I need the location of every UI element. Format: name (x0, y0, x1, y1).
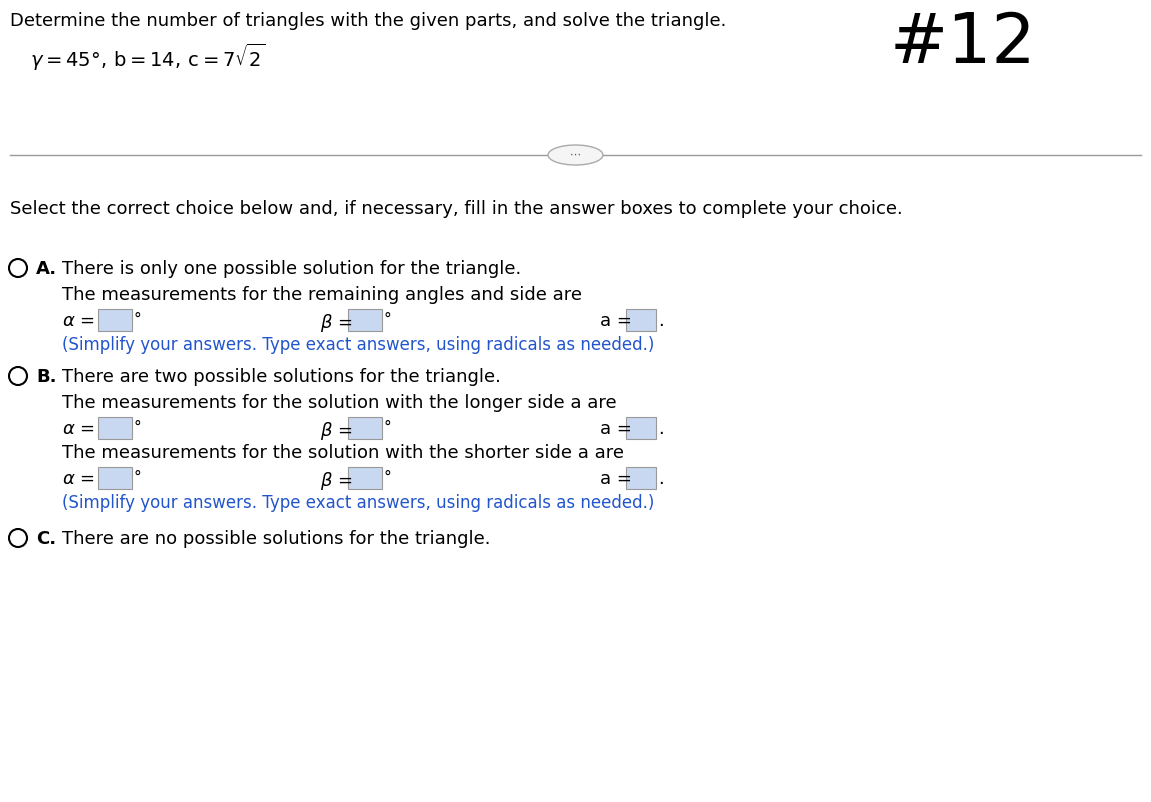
Text: °: ° (134, 420, 142, 435)
Text: .: . (658, 470, 664, 488)
FancyBboxPatch shape (98, 417, 132, 439)
Text: °: ° (384, 470, 391, 485)
Text: °: ° (134, 312, 142, 327)
Text: The measurements for the solution with the longer side a are: The measurements for the solution with t… (62, 394, 617, 412)
Text: Determine the number of triangles with the given parts, and solve the triangle.: Determine the number of triangles with t… (10, 12, 726, 30)
Text: a =: a = (600, 420, 632, 438)
Text: .: . (658, 420, 664, 438)
Text: °: ° (384, 420, 391, 435)
FancyBboxPatch shape (626, 417, 656, 439)
Text: a =: a = (600, 312, 632, 330)
Text: Select the correct choice below and, if necessary, fill in the answer boxes to c: Select the correct choice below and, if … (10, 200, 902, 218)
Text: °: ° (134, 470, 142, 485)
FancyBboxPatch shape (348, 467, 382, 489)
Ellipse shape (548, 145, 603, 165)
Text: (Simplify your answers. Type exact answers, using radicals as needed.): (Simplify your answers. Type exact answe… (62, 494, 655, 512)
Text: The measurements for the solution with the shorter side a are: The measurements for the solution with t… (62, 444, 624, 462)
Text: (Simplify your answers. Type exact answers, using radicals as needed.): (Simplify your answers. Type exact answe… (62, 336, 655, 354)
Text: $\beta$ =: $\beta$ = (320, 312, 352, 334)
Text: C.: C. (36, 530, 56, 548)
Text: B.: B. (36, 368, 56, 386)
FancyBboxPatch shape (348, 417, 382, 439)
Text: $\alpha$ =: $\alpha$ = (62, 312, 94, 330)
Text: There are no possible solutions for the triangle.: There are no possible solutions for the … (62, 530, 490, 548)
Text: .: . (658, 312, 664, 330)
Text: $\alpha$ =: $\alpha$ = (62, 420, 94, 438)
Text: $\gamma = 45°,\, \mathrm{b} = 14,\, \mathrm{c} = 7\sqrt{2}$: $\gamma = 45°,\, \mathrm{b} = 14,\, \mat… (30, 42, 266, 73)
FancyBboxPatch shape (626, 309, 656, 331)
FancyBboxPatch shape (98, 467, 132, 489)
Text: $\beta$ =: $\beta$ = (320, 420, 352, 442)
Text: #12: #12 (890, 10, 1037, 77)
Text: There are two possible solutions for the triangle.: There are two possible solutions for the… (62, 368, 501, 386)
FancyBboxPatch shape (626, 467, 656, 489)
Text: A.: A. (36, 260, 58, 278)
Text: °: ° (384, 312, 391, 327)
Text: The measurements for the remaining angles and side are: The measurements for the remaining angle… (62, 286, 582, 304)
Text: $\beta$ =: $\beta$ = (320, 470, 352, 492)
Text: $\alpha$ =: $\alpha$ = (62, 470, 94, 488)
FancyBboxPatch shape (348, 309, 382, 331)
Text: a =: a = (600, 470, 632, 488)
Text: There is only one possible solution for the triangle.: There is only one possible solution for … (62, 260, 521, 278)
Text: ⋯: ⋯ (570, 150, 581, 160)
FancyBboxPatch shape (98, 309, 132, 331)
